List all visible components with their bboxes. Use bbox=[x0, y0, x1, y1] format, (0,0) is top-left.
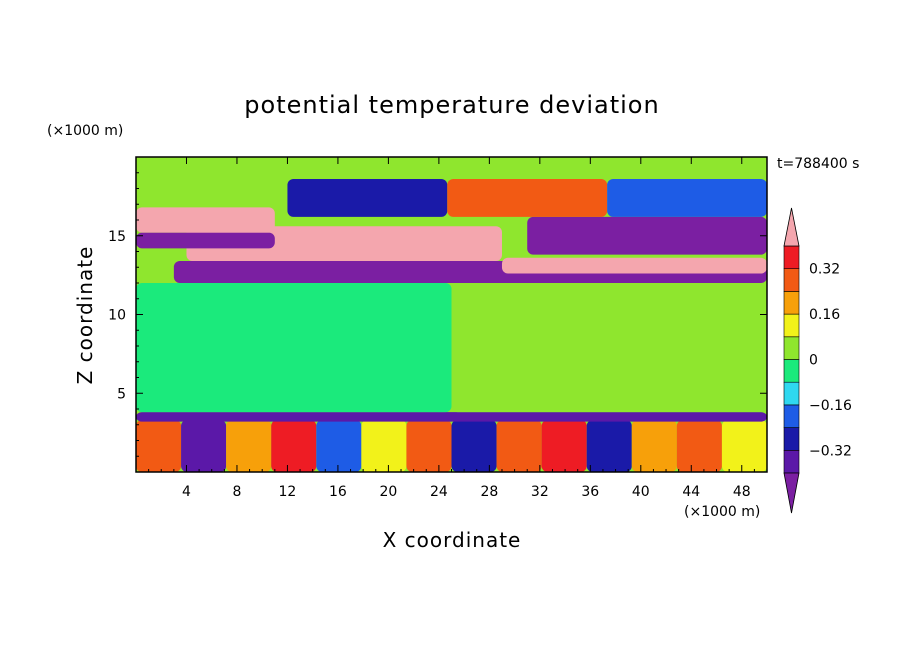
field-layer-left-warm-band bbox=[136, 207, 275, 233]
field-cell bbox=[496, 420, 542, 472]
field-cell bbox=[406, 420, 452, 472]
colorbar-extend-bottom bbox=[783, 472, 800, 514]
colorbar-tick-label: 0.16 bbox=[809, 307, 840, 323]
x-tick-label: 36 bbox=[581, 484, 599, 500]
field-layer-left-cold-band bbox=[136, 232, 275, 249]
field-layer-boundary-top bbox=[136, 412, 767, 422]
field-cell bbox=[447, 179, 608, 217]
field-cell bbox=[607, 179, 767, 217]
field-cell bbox=[287, 179, 448, 217]
colorbar-segment bbox=[783, 268, 800, 292]
y-unit-label: (×1000 m) bbox=[47, 123, 123, 139]
colorbar-segment bbox=[783, 381, 800, 406]
x-tick-label: 40 bbox=[632, 484, 650, 500]
y-tick-label: 10 bbox=[108, 308, 126, 324]
colorbar-segment bbox=[783, 449, 800, 474]
field-cell bbox=[136, 412, 767, 422]
field-layer-upper-cold-band bbox=[527, 216, 767, 255]
x-tick-label: 32 bbox=[531, 484, 549, 500]
colorbar-segment bbox=[783, 359, 800, 383]
x-tick-label: 8 bbox=[232, 484, 241, 500]
field-cell bbox=[527, 216, 767, 255]
field-layer-top-blobs bbox=[287, 179, 767, 217]
field-cell bbox=[721, 420, 767, 472]
x-unit-label: (×1000 m) bbox=[684, 504, 760, 520]
x-tick-label: 20 bbox=[379, 484, 397, 500]
colorbar-segment bbox=[783, 313, 800, 338]
field-cell bbox=[316, 420, 362, 472]
field-cell bbox=[501, 257, 767, 274]
y-tick-label: 5 bbox=[117, 386, 126, 402]
x-tick-label: 24 bbox=[430, 484, 448, 500]
field-cell bbox=[631, 420, 677, 472]
field-layer-lower-warm-band bbox=[501, 257, 767, 274]
field-cell bbox=[136, 232, 275, 249]
field-cell bbox=[451, 283, 767, 413]
field-cell bbox=[181, 420, 227, 472]
x-tick-label: 16 bbox=[329, 484, 347, 500]
field-cell bbox=[541, 420, 587, 472]
x-tick-label: 4 bbox=[182, 484, 191, 500]
field-cell bbox=[136, 283, 452, 413]
field bbox=[136, 157, 767, 472]
field-cell bbox=[586, 420, 632, 472]
x-tick-label: 44 bbox=[682, 484, 700, 500]
field-cell bbox=[676, 420, 722, 472]
colorbar: 0.32 0.16 0 −0.16 −0.32 bbox=[783, 207, 852, 514]
colorbar-segment bbox=[783, 427, 800, 451]
plot-area bbox=[135, 156, 768, 473]
y-tick-label: 15 bbox=[108, 229, 126, 245]
x-axis-title: X coordinate bbox=[383, 528, 522, 552]
field-cell bbox=[136, 207, 275, 233]
x-tick-label: 12 bbox=[279, 484, 297, 500]
x-tick-label: 48 bbox=[733, 484, 751, 500]
colorbar-tick-label: −0.32 bbox=[809, 443, 852, 459]
colorbar-segment bbox=[783, 404, 800, 428]
x-axis: 4 8 12 16 20 24 28 32 36 40 44 48 bbox=[148, 157, 755, 500]
field-cell bbox=[451, 420, 497, 472]
colorbar-tick-label: −0.16 bbox=[809, 398, 852, 414]
colorbar-tick-label: 0.32 bbox=[809, 262, 840, 278]
chart-title: potential temperature deviation bbox=[244, 91, 659, 119]
colorbar-segment bbox=[783, 291, 800, 315]
colorbar-extend-top bbox=[783, 207, 800, 247]
colorbar-segment bbox=[783, 245, 800, 270]
field-layer-mid-neutral bbox=[136, 283, 767, 413]
colorbar-tick-label: 0 bbox=[809, 353, 818, 369]
x-tick-label: 28 bbox=[480, 484, 498, 500]
field-layer-boundary-layer bbox=[136, 420, 767, 472]
field-cell bbox=[136, 420, 182, 472]
y-axis-title: Z coordinate bbox=[73, 246, 97, 385]
colorbar-segment bbox=[783, 336, 800, 360]
field-cell bbox=[361, 420, 407, 472]
y-axis: 5 10 15 bbox=[108, 172, 767, 457]
field-cell bbox=[271, 420, 317, 472]
field-cell bbox=[226, 420, 272, 472]
time-label: t=788400 s bbox=[777, 156, 859, 172]
